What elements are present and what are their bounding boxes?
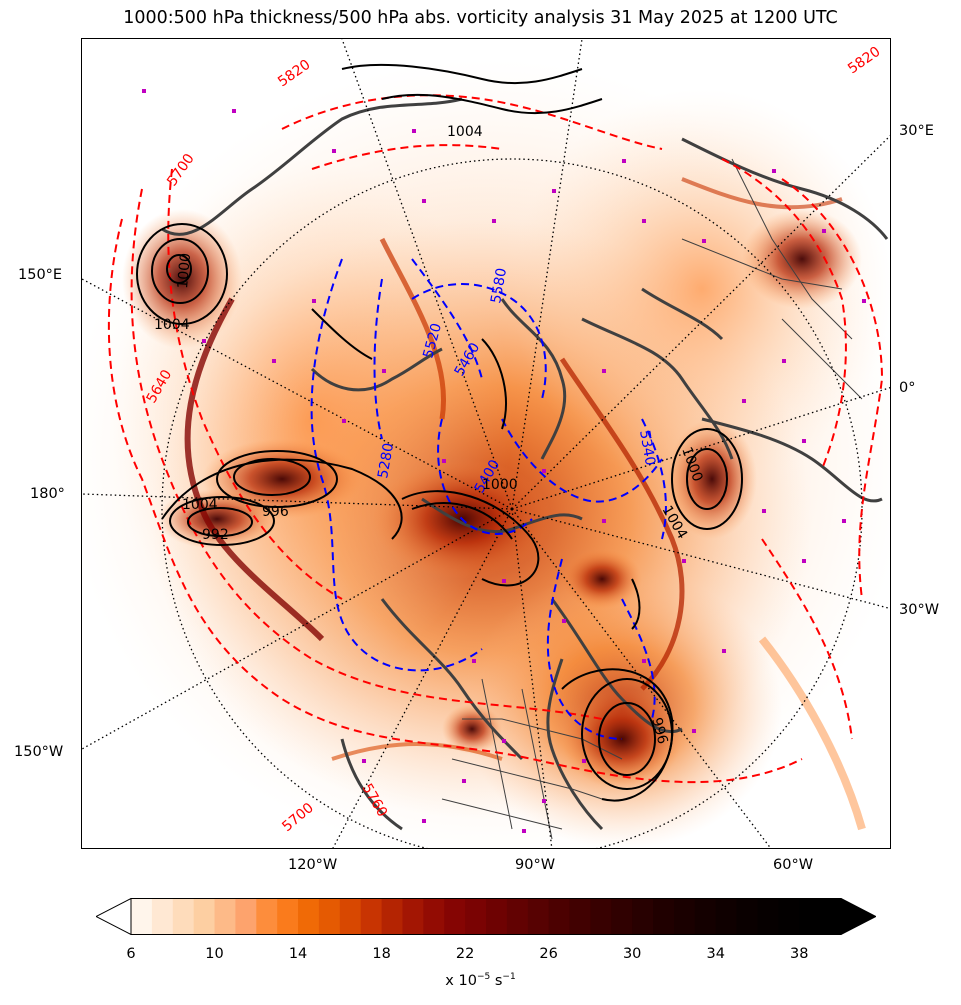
meridian-label-60w: 60°W	[773, 857, 814, 873]
colorbar-swatch	[673, 898, 696, 935]
colorbar-swatch	[277, 898, 299, 935]
pressure-label-1000c: 1000	[482, 477, 518, 493]
pressure-contours	[136, 63, 743, 802]
colorbar-swatch	[193, 898, 216, 935]
colorbar-swatch	[757, 898, 779, 935]
meridian-label-180: 180°	[30, 486, 65, 502]
thickness-contours-warm	[107, 94, 884, 784]
colorbar-extend-max	[840, 897, 878, 936]
colorbar-tick-label: 30	[622, 946, 642, 962]
pressure-label-996b: 996	[648, 716, 670, 746]
colorbar-swatch	[548, 898, 571, 935]
colorbar-swatch	[360, 898, 383, 935]
colorbar-tick-label: 26	[539, 946, 558, 962]
meridian-label-150w: 150°W	[14, 744, 64, 760]
colorbar-swatch	[381, 898, 404, 935]
colorbar-swatch	[820, 898, 842, 935]
thickness-label-5580: 5580	[488, 267, 510, 305]
meridian-label-90w: 90°W	[515, 857, 556, 873]
pressure-label-1004c: 1004	[182, 497, 218, 513]
thickness-label-5820: 5820	[275, 57, 313, 91]
colorbar-swatch	[151, 898, 174, 935]
colorbar-tick-label: 10	[205, 946, 224, 962]
colorbar-swatch	[799, 898, 821, 935]
colorbar-swatch	[590, 898, 612, 935]
colorbar-swatch	[715, 898, 738, 935]
colorbar-swatch	[486, 898, 508, 935]
pressure-label-1004b: 1004	[154, 317, 190, 333]
map-panel: 5820 5700 5640 5580 5520 5460 5400 5340 …	[81, 38, 891, 849]
station-markers	[142, 89, 866, 833]
meridian-label-120w: 120°W	[288, 857, 338, 873]
pressure-label-1004a: 1004	[447, 124, 483, 140]
chart-title: 1000:500 hPa thickness/500 hPa abs. vort…	[123, 8, 838, 28]
borders	[441, 158, 863, 840]
colorbar-swatch	[339, 898, 362, 935]
colorbar-swatch	[402, 898, 424, 935]
colorbar-svg	[94, 897, 878, 936]
pressure-label-1000: 1000	[175, 252, 194, 289]
colorbar-tick-label: 34	[706, 946, 725, 962]
meridian-label-30e: 30°E	[899, 123, 934, 139]
colorbar-swatch	[506, 898, 529, 935]
map-svg: 5820 5700 5640 5580 5520 5460 5400 5340 …	[82, 39, 890, 848]
colorbar-swatch	[611, 898, 633, 935]
colorbar-swatch	[172, 898, 195, 935]
graticule	[82, 39, 890, 848]
thickness-contours-cold	[310, 258, 667, 740]
meridian-label-0: 0°	[899, 380, 916, 396]
colorbar-frame	[130, 898, 842, 935]
colorbar-swatch	[256, 898, 278, 935]
colorbar-swatch	[465, 898, 487, 935]
meridian-label-30w: 30°W	[899, 602, 940, 618]
pressure-label-992: 992	[202, 527, 229, 543]
colorbar-tick-label: 6	[126, 946, 136, 962]
colorbar-tick-label: 38	[790, 946, 809, 962]
colorbar-swatch	[214, 898, 237, 935]
colorbar-swatch	[653, 898, 675, 935]
colorbar-units: x 10−5 s−1	[445, 972, 516, 989]
coastlines	[161, 97, 889, 831]
colorbar-extend-min	[94, 897, 132, 936]
colorbar-swatch	[235, 898, 257, 935]
colorbar-swatch	[298, 898, 320, 935]
meridian-label-150e: 150°E	[18, 267, 63, 283]
thickness-label-5340: 5340	[636, 429, 658, 467]
colorbar-swatch	[778, 898, 800, 935]
colorbar-swatch	[131, 898, 153, 935]
colorbar-swatch	[569, 898, 592, 935]
colorbar-swatch	[694, 898, 717, 935]
colorbar-tick-label: 18	[372, 946, 391, 962]
colorbar	[94, 897, 878, 936]
thickness-label-5820b: 5820	[845, 44, 883, 78]
colorbar-swatch	[423, 898, 445, 935]
colorbar-tick-label: 14	[288, 946, 308, 962]
pressure-label-996: 996	[262, 504, 289, 520]
colorbar-swatch	[736, 898, 759, 935]
colorbar-ticks: 6 10 14 18 22 26 30 34 38	[0, 946, 961, 966]
thickness-label-5280: 5280	[375, 442, 397, 480]
colorbar-swatch	[527, 898, 550, 935]
colorbar-swatch	[632, 898, 654, 935]
colorbar-tick-label: 22	[455, 946, 475, 962]
colorbar-swatch	[444, 898, 466, 935]
colorbar-swatch	[318, 898, 341, 935]
